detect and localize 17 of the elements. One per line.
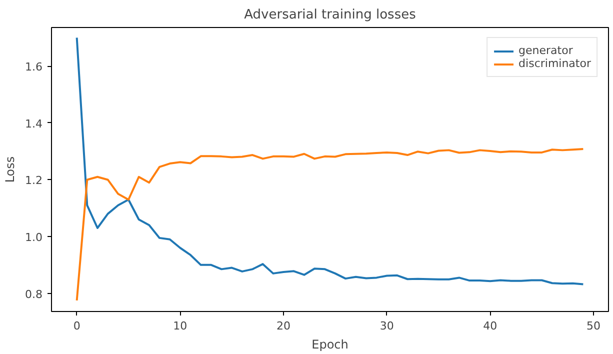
legend-label: generator: [518, 44, 573, 57]
y-tick-label: 0.8: [25, 288, 43, 301]
y-tick-label: 1.0: [25, 231, 43, 244]
x-tick-label: 40: [483, 320, 498, 332]
y-tick-label: 1.2: [25, 174, 43, 188]
x-tick-label: 20: [276, 320, 290, 332]
x-axis-title: Epoch: [312, 338, 348, 352]
line-series: [76, 148, 584, 302]
x-tick-label: 0: [73, 320, 80, 332]
x-tick-label: 30: [380, 320, 394, 332]
legend-label: discriminator: [518, 57, 591, 70]
x-tick-label: 50: [586, 320, 601, 332]
x-tick-label: 10: [173, 320, 188, 332]
y-tick-label: 1.4: [25, 117, 43, 130]
y-axis-title: Loss: [3, 156, 18, 183]
chart-title: Adversarial training losses: [244, 8, 416, 22]
y-tick-label: 1.6: [25, 60, 43, 74]
